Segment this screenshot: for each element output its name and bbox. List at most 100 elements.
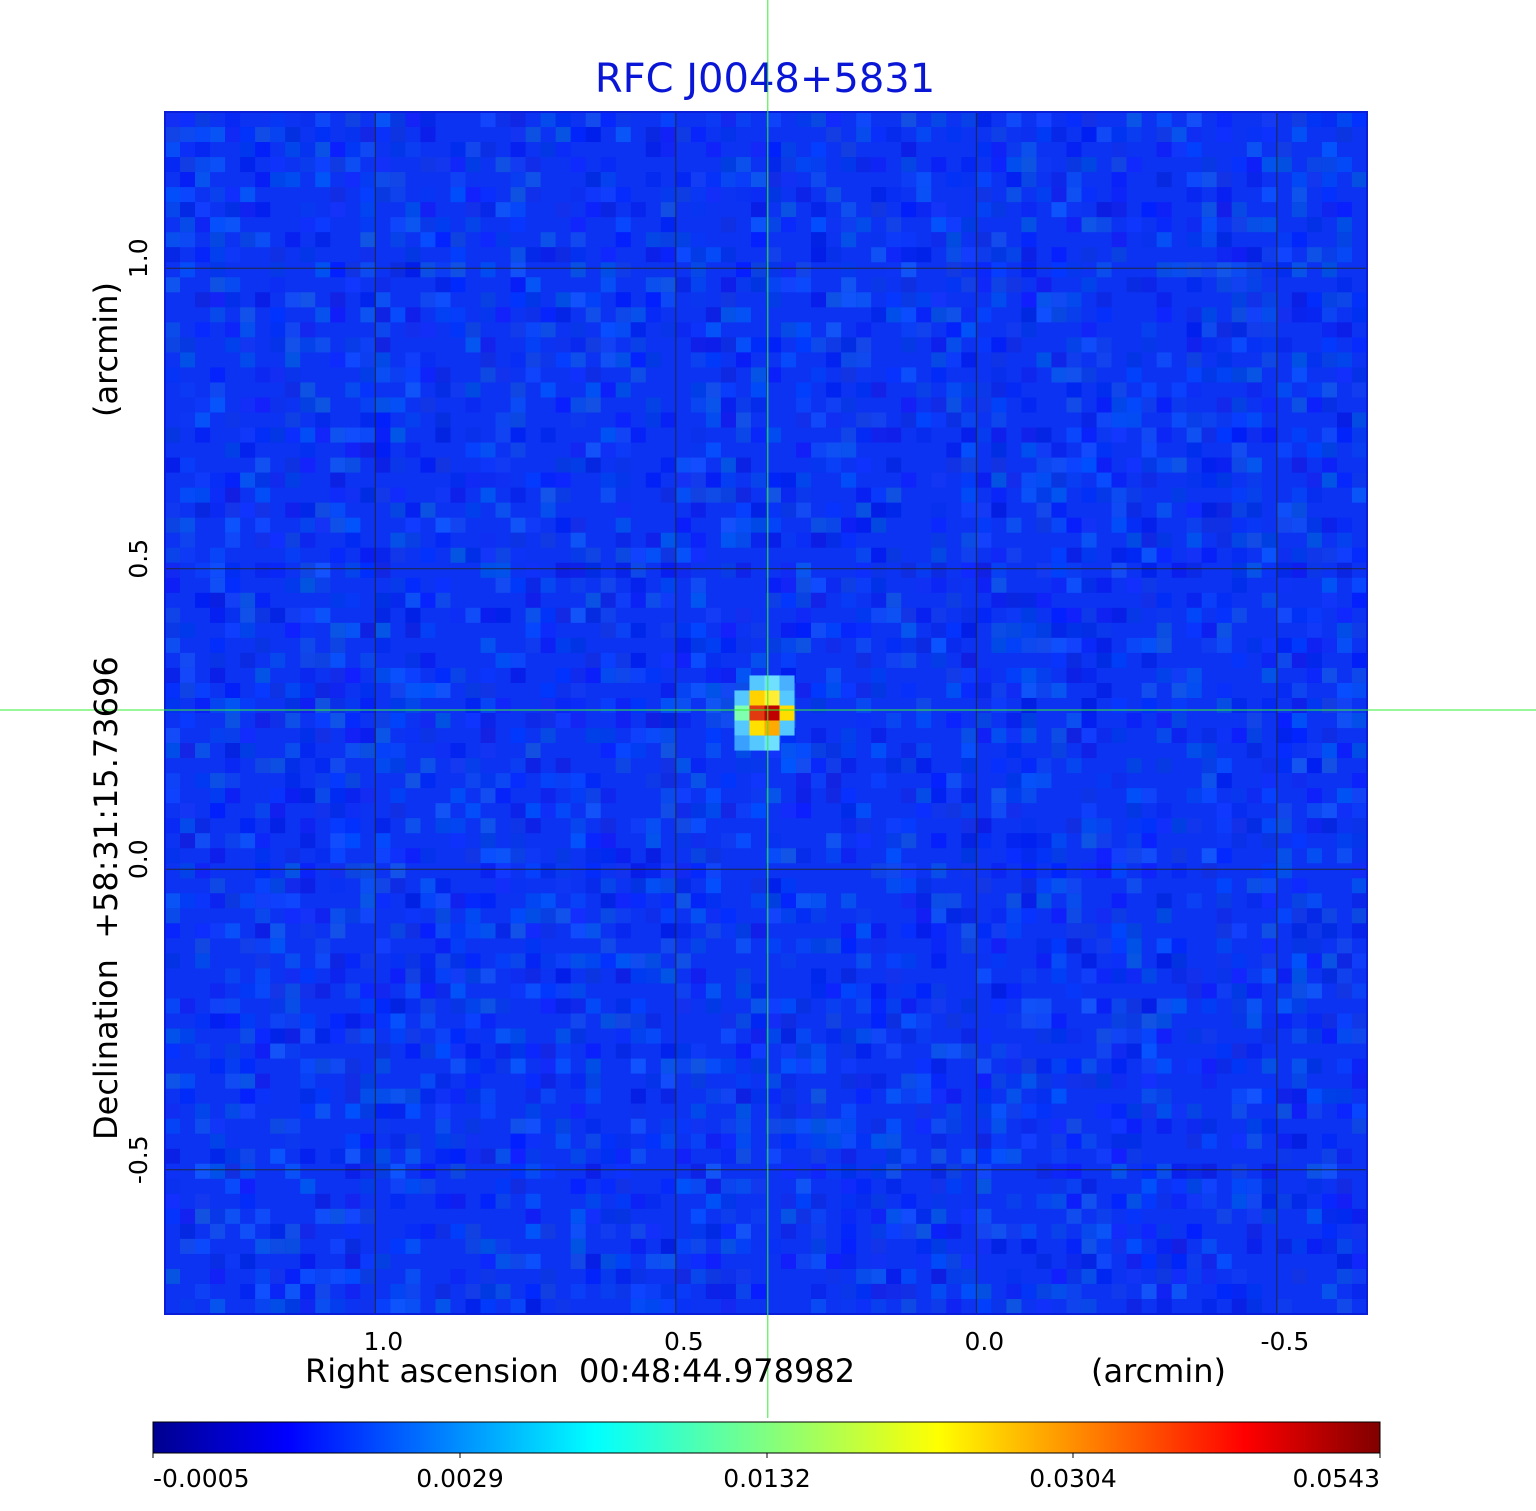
noise-cell (901, 1298, 917, 1314)
noise-cell (811, 1058, 827, 1074)
noise-cell (300, 863, 316, 879)
noise-cell (285, 998, 301, 1014)
noise-cell (330, 292, 346, 308)
noise-cell (1096, 682, 1112, 698)
noise-cell (300, 728, 316, 744)
noise-cell (345, 457, 361, 473)
noise-cell (285, 547, 301, 563)
noise-cell (300, 397, 316, 413)
noise-cell (991, 1043, 1007, 1059)
noise-cell (690, 908, 706, 924)
noise-cell (240, 232, 256, 248)
noise-cell (555, 848, 571, 864)
noise-cell (871, 1028, 887, 1044)
noise-cell (871, 577, 887, 593)
noise-cell (465, 202, 481, 218)
noise-cell (946, 232, 962, 248)
noise-cell (1006, 1193, 1022, 1209)
noise-cell (1051, 487, 1067, 503)
noise-cell (405, 352, 421, 368)
noise-cell (1321, 472, 1337, 488)
noise-cell (270, 172, 286, 188)
noise-cell (1096, 442, 1112, 458)
noise-cell (390, 457, 406, 473)
noise-cell (420, 112, 436, 128)
noise-cell (225, 322, 241, 338)
noise-cell (1261, 1163, 1277, 1179)
noise-cell (961, 487, 977, 503)
noise-cell (1216, 968, 1232, 984)
noise-cell (1231, 1178, 1247, 1194)
noise-cell (841, 397, 857, 413)
noise-cell (660, 577, 676, 593)
noise-cell (480, 1013, 496, 1029)
noise-cell (270, 1118, 286, 1134)
noise-cell (420, 1043, 436, 1059)
noise-cell (315, 728, 331, 744)
noise-cell (600, 442, 616, 458)
noise-cell (1306, 667, 1322, 683)
noise-cell (600, 472, 616, 488)
noise-cell (1261, 938, 1277, 954)
noise-cell (645, 352, 661, 368)
noise-cell (255, 487, 271, 503)
noise-cell (270, 818, 286, 834)
noise-cell (720, 472, 736, 488)
noise-cell (1246, 1118, 1262, 1134)
source-pixel (779, 675, 795, 691)
noise-cell (645, 277, 661, 293)
noise-cell (766, 217, 782, 233)
noise-cell (1231, 1103, 1247, 1119)
noise-cell (645, 1133, 661, 1149)
noise-cell (1186, 277, 1202, 293)
noise-cell (1321, 1133, 1337, 1149)
noise-cell (525, 622, 541, 638)
noise-cell (750, 923, 767, 939)
noise-cell (270, 682, 286, 698)
noise-cell (435, 217, 451, 233)
noise-cell (255, 127, 271, 143)
noise-cell (1276, 728, 1292, 744)
noise-cell (1081, 517, 1097, 533)
noise-cell (570, 697, 586, 714)
noise-cell (1306, 818, 1322, 834)
noise-cell (585, 803, 601, 819)
noise-cell (841, 1283, 857, 1299)
noise-cell (630, 337, 646, 353)
noise-cell (180, 157, 196, 173)
noise-cell (1291, 713, 1307, 729)
noise-cell (225, 607, 241, 623)
noise-cell (510, 142, 526, 158)
noise-cell (1006, 1268, 1022, 1284)
noise-cell (1216, 457, 1232, 473)
noise-cell (1321, 953, 1337, 969)
noise-cell (645, 232, 661, 248)
noise-cell (180, 127, 196, 143)
noise-cell (1051, 202, 1067, 218)
noise-cell (495, 232, 511, 248)
noise-cell (330, 1028, 346, 1044)
noise-cell (841, 893, 857, 909)
noise-cell (210, 547, 226, 563)
noise-cell (390, 577, 406, 593)
noise-cell (1096, 457, 1112, 473)
noise-cell (1021, 697, 1037, 714)
noise-cell (856, 1193, 872, 1209)
noise-cell (1186, 1118, 1202, 1134)
noise-cell (1021, 1013, 1037, 1029)
noise-cell (1276, 803, 1292, 819)
noise-cell (1141, 818, 1157, 834)
noise-cell (450, 968, 466, 984)
noise-cell (961, 1268, 977, 1284)
noise-cell (781, 1073, 797, 1089)
noise-cell (510, 923, 526, 939)
noise-cell (1351, 1253, 1367, 1269)
noise-cell (705, 908, 721, 924)
noise-cell (285, 607, 301, 623)
noise-cell (675, 127, 691, 143)
noise-cell (1201, 517, 1217, 533)
noise-cell (345, 172, 361, 188)
noise-cell (1336, 713, 1352, 729)
noise-cell (375, 367, 391, 383)
noise-cell (796, 758, 812, 774)
